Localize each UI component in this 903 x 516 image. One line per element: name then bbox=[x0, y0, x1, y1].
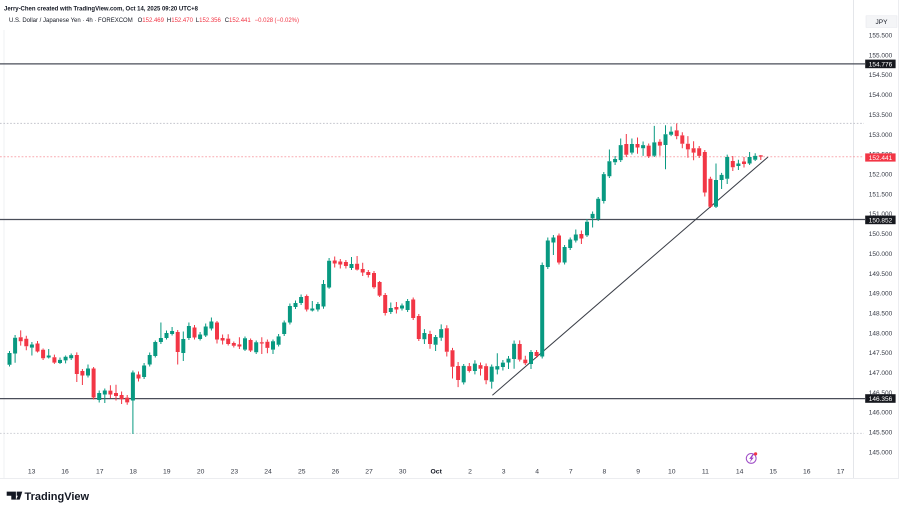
svg-text:19: 19 bbox=[163, 469, 171, 476]
svg-text:2: 2 bbox=[468, 469, 472, 476]
svg-text:3: 3 bbox=[502, 469, 506, 476]
svg-text:9: 9 bbox=[636, 469, 640, 476]
svg-text:−0.028: −0.028 bbox=[255, 18, 274, 24]
svg-text:23: 23 bbox=[231, 469, 239, 476]
svg-text:149.000: 149.000 bbox=[869, 291, 893, 298]
svg-text:146.500: 146.500 bbox=[869, 390, 893, 397]
svg-text:27: 27 bbox=[365, 469, 373, 476]
svg-text:10: 10 bbox=[668, 469, 676, 476]
svg-text:149.500: 149.500 bbox=[869, 271, 893, 278]
svg-text:O152.469: O152.469 bbox=[138, 18, 165, 24]
svg-text:148.500: 148.500 bbox=[869, 311, 893, 318]
svg-text:30: 30 bbox=[399, 469, 407, 476]
svg-text:151.500: 151.500 bbox=[869, 191, 893, 198]
svg-text:TradingView: TradingView bbox=[25, 491, 90, 503]
svg-text:15: 15 bbox=[769, 469, 777, 476]
svg-text:155.500: 155.500 bbox=[869, 33, 893, 40]
svg-text:4: 4 bbox=[535, 469, 539, 476]
svg-text:148.000: 148.000 bbox=[869, 330, 893, 337]
svg-text:152.441: 152.441 bbox=[869, 155, 893, 162]
svg-text:153.000: 153.000 bbox=[869, 132, 893, 139]
svg-text:146.356: 146.356 bbox=[869, 396, 893, 403]
svg-text:17: 17 bbox=[96, 469, 104, 476]
svg-text:Jerry-Chen created with Tradin: Jerry-Chen created with TradingView.com,… bbox=[4, 6, 199, 12]
svg-text:16: 16 bbox=[803, 469, 811, 476]
svg-text:154.500: 154.500 bbox=[869, 72, 893, 79]
svg-text:H152.470: H152.470 bbox=[167, 18, 194, 24]
svg-text:25: 25 bbox=[298, 469, 306, 476]
svg-text:153.500: 153.500 bbox=[869, 112, 893, 119]
svg-text:155.000: 155.000 bbox=[869, 52, 893, 59]
svg-text:Oct: Oct bbox=[431, 469, 443, 476]
svg-text:U.S. Dollar / Japanese Yen · 4: U.S. Dollar / Japanese Yen · 4h · FOREXC… bbox=[9, 18, 133, 24]
svg-text:(−0.02%): (−0.02%) bbox=[275, 18, 300, 24]
svg-text:JPY: JPY bbox=[876, 19, 889, 26]
svg-text:151.000: 151.000 bbox=[869, 211, 893, 218]
svg-text:24: 24 bbox=[264, 469, 272, 476]
svg-text:20: 20 bbox=[197, 469, 205, 476]
svg-text:150.500: 150.500 bbox=[869, 231, 893, 238]
svg-text:7: 7 bbox=[569, 469, 573, 476]
svg-text:146.000: 146.000 bbox=[869, 410, 893, 417]
svg-text:8: 8 bbox=[603, 469, 607, 476]
svg-text:17: 17 bbox=[837, 469, 845, 476]
svg-text:147.500: 147.500 bbox=[869, 350, 893, 357]
svg-text:154.776: 154.776 bbox=[869, 61, 893, 68]
svg-text:16: 16 bbox=[61, 469, 69, 476]
svg-text:154.000: 154.000 bbox=[869, 92, 893, 99]
svg-text:26: 26 bbox=[332, 469, 340, 476]
svg-text:C152.441: C152.441 bbox=[225, 18, 252, 24]
svg-text:147.000: 147.000 bbox=[869, 370, 893, 377]
svg-text:L152.356: L152.356 bbox=[196, 18, 222, 24]
svg-text:18: 18 bbox=[129, 469, 137, 476]
svg-text:11: 11 bbox=[702, 469, 709, 476]
svg-text:150.852: 150.852 bbox=[869, 217, 893, 224]
svg-text:13: 13 bbox=[28, 469, 36, 476]
svg-text:145.000: 145.000 bbox=[869, 450, 893, 457]
svg-text:14: 14 bbox=[736, 469, 744, 476]
svg-text:150.000: 150.000 bbox=[869, 251, 893, 258]
svg-text:152.000: 152.000 bbox=[869, 172, 893, 179]
svg-text:145.500: 145.500 bbox=[869, 430, 893, 437]
